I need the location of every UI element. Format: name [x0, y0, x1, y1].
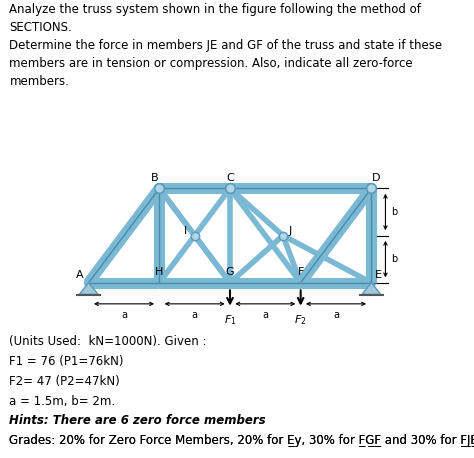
Text: G: G [226, 267, 234, 277]
Text: a: a [121, 310, 127, 320]
Text: J: J [289, 225, 292, 235]
Text: Grades: 20% for Zero Force Members, 20% for E̲y, 30% for F̲G̲F̲ and 30% for F̲J̲: Grades: 20% for Zero Force Members, 20% … [9, 434, 474, 447]
Text: b: b [391, 254, 397, 264]
Text: I: I [183, 225, 187, 235]
Text: (Units Used:  kN=1000N). Given :: (Units Used: kN=1000N). Given : [9, 335, 207, 348]
Text: F: F [298, 267, 304, 277]
Text: b: b [391, 207, 397, 217]
Polygon shape [79, 283, 98, 294]
Text: F2= 47 (P2=47kN): F2= 47 (P2=47kN) [9, 375, 120, 387]
Text: A: A [75, 270, 83, 280]
Text: D: D [372, 173, 380, 183]
Polygon shape [362, 283, 381, 294]
Text: a = 1.5m, b= 2m.: a = 1.5m, b= 2m. [9, 394, 116, 408]
Text: a: a [262, 310, 268, 320]
Text: $F_2$: $F_2$ [294, 313, 307, 327]
Text: a: a [333, 310, 339, 320]
Text: $F_1$: $F_1$ [224, 313, 237, 327]
Text: a: a [191, 310, 198, 320]
Text: B: B [151, 173, 158, 183]
Text: E: E [375, 270, 382, 280]
Text: C: C [226, 173, 234, 183]
Text: F1 = 76 (P1=76kN): F1 = 76 (P1=76kN) [9, 355, 124, 368]
Text: Grades: 20% for Zero Force Members, 20% for E̲y, 30% for F̲G̲F̲ and 30% for F̲J̲: Grades: 20% for Zero Force Members, 20% … [9, 434, 474, 447]
Text: H: H [155, 267, 164, 277]
Text: Hints: There are 6 zero force members: Hints: There are 6 zero force members [9, 414, 266, 427]
Text: Analyze the truss system shown in the figure following the method of
SECTIONS.
D: Analyze the truss system shown in the fi… [9, 4, 443, 88]
